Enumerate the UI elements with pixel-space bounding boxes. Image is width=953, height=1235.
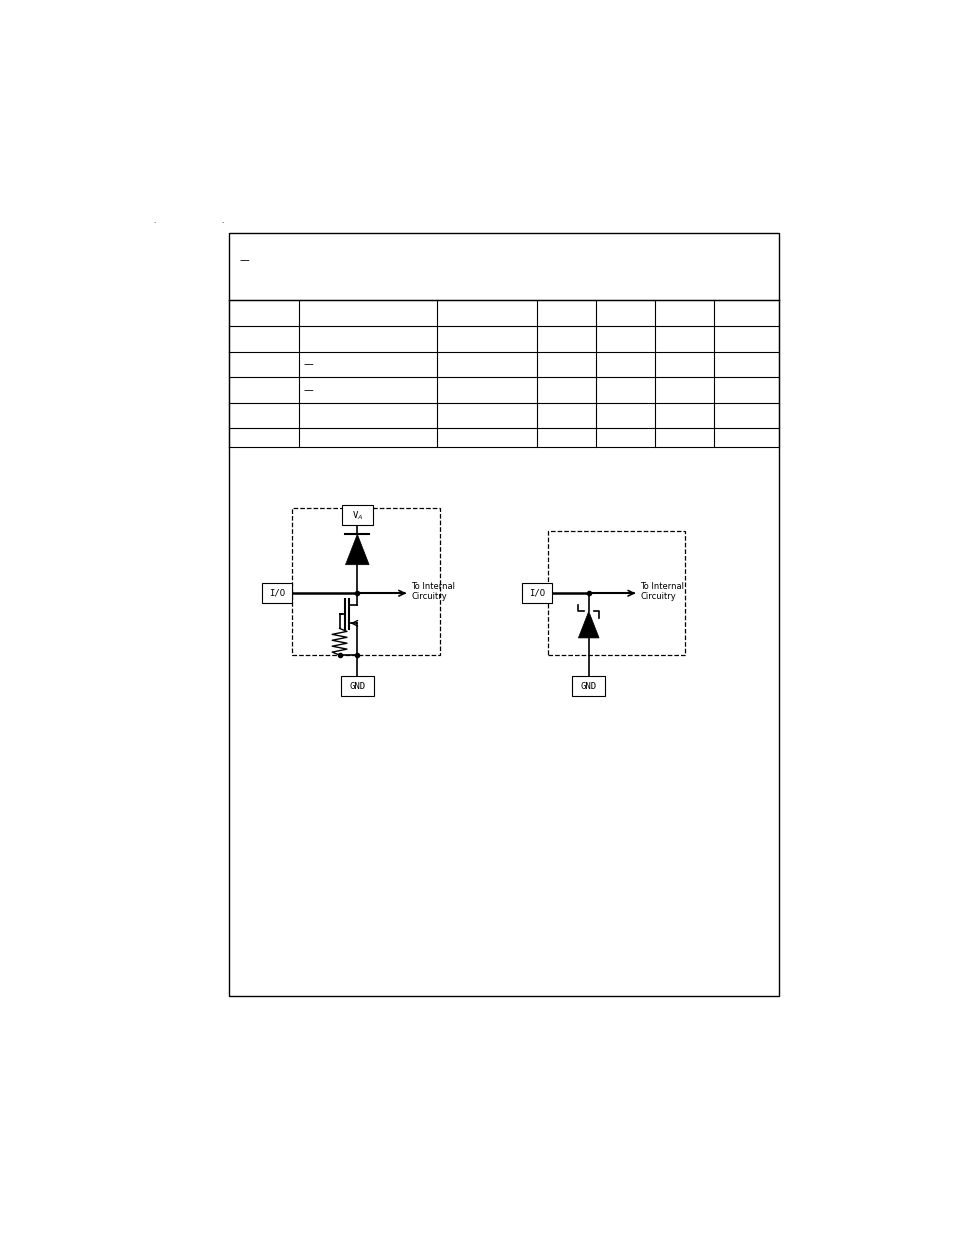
- Text: GND: GND: [580, 682, 597, 690]
- Bar: [341, 505, 373, 525]
- Text: V$_A$: V$_A$: [352, 509, 363, 521]
- Text: I/O: I/O: [528, 589, 544, 598]
- Bar: [292, 508, 439, 655]
- Polygon shape: [345, 535, 369, 564]
- Text: —: —: [239, 256, 249, 266]
- Text: I/O: I/O: [269, 589, 285, 598]
- Text: To Internal
Circuitry: To Internal Circuitry: [639, 582, 683, 601]
- Text: .: .: [221, 219, 224, 225]
- Text: To Internal
Circuitry: To Internal Circuitry: [411, 582, 455, 601]
- Text: GND: GND: [349, 682, 365, 690]
- Text: —: —: [303, 359, 313, 369]
- Bar: [572, 677, 604, 697]
- Bar: [521, 583, 551, 603]
- Bar: [229, 233, 778, 997]
- Bar: [547, 531, 684, 655]
- Bar: [341, 677, 374, 697]
- Text: —: —: [303, 385, 313, 395]
- Text: .: .: [153, 219, 155, 225]
- Bar: [262, 583, 292, 603]
- Polygon shape: [578, 611, 598, 638]
